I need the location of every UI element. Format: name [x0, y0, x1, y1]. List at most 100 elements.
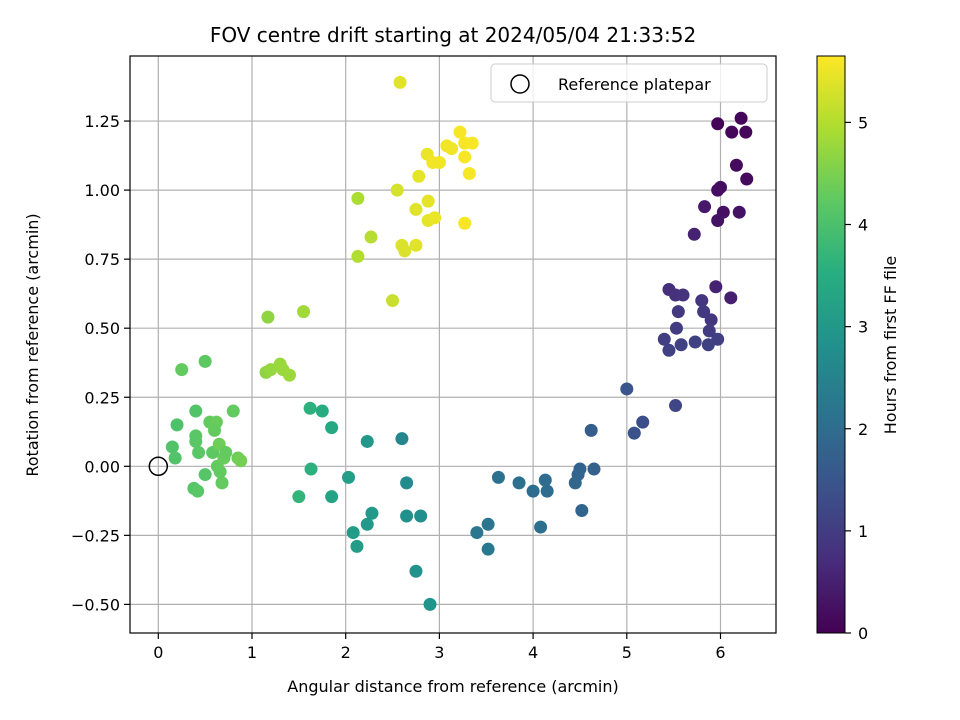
- data-point: [198, 354, 212, 368]
- data-point: [428, 211, 442, 225]
- data-point: [342, 470, 356, 484]
- y-tick-label: 1.25: [84, 112, 120, 131]
- data-point: [732, 205, 746, 219]
- data-point: [491, 470, 505, 484]
- data-point: [398, 244, 412, 258]
- data-point: [365, 506, 379, 520]
- x-tick-label: 3: [434, 643, 444, 662]
- colorbar-tick-label: 4: [858, 216, 868, 235]
- y-axis-label: Rotation from reference (arcmin): [23, 213, 42, 476]
- data-point: [711, 183, 725, 197]
- data-point: [292, 490, 306, 504]
- data-point: [432, 155, 446, 169]
- data-point: [725, 125, 739, 139]
- data-point: [739, 125, 753, 139]
- data-point: [512, 476, 526, 490]
- data-point: [729, 158, 743, 172]
- y-tick-label: 0.25: [84, 388, 120, 407]
- data-point: [409, 202, 423, 216]
- data-point: [226, 404, 240, 418]
- data-point: [734, 111, 748, 125]
- x-tick-label: 1: [247, 643, 257, 662]
- data-point: [191, 484, 205, 498]
- data-point: [360, 434, 374, 448]
- data-point: [192, 445, 206, 459]
- y-tick-label: −0.50: [71, 595, 120, 614]
- data-point: [395, 432, 409, 446]
- data-point: [462, 167, 476, 181]
- data-point: [709, 280, 723, 294]
- data-point: [219, 445, 233, 459]
- legend-label: Reference platepar: [558, 75, 711, 94]
- data-point: [297, 305, 311, 319]
- data-point: [701, 338, 715, 352]
- data-point: [189, 404, 203, 418]
- y-tick-label: −0.25: [71, 526, 120, 545]
- legend-box: [490, 63, 768, 103]
- data-point: [208, 423, 222, 437]
- data-point: [481, 517, 495, 531]
- data-point: [669, 399, 683, 413]
- data-point: [346, 526, 360, 540]
- data-point: [470, 526, 484, 540]
- data-point: [669, 321, 683, 335]
- colorbar-tick-label: 1: [858, 522, 868, 541]
- legend-reference-marker-icon: [510, 74, 530, 94]
- data-point: [687, 227, 701, 241]
- data-point: [711, 117, 725, 131]
- data-point: [213, 465, 227, 479]
- data-point: [175, 363, 189, 377]
- x-axis-label: Angular distance from reference (arcmin): [287, 677, 618, 696]
- data-point: [711, 332, 725, 346]
- data-point: [423, 597, 437, 611]
- data-point: [465, 136, 479, 150]
- data-point: [412, 169, 426, 183]
- data-point: [351, 249, 365, 263]
- y-tick-label: 1.00: [84, 181, 120, 200]
- data-point: [400, 509, 414, 523]
- y-tick-label: 0.75: [84, 250, 120, 269]
- data-point: [165, 440, 179, 454]
- data-point: [386, 294, 400, 308]
- data-point: [662, 343, 676, 357]
- x-tick-label: 5: [622, 643, 632, 662]
- data-point: [303, 401, 317, 415]
- data-point: [458, 216, 472, 230]
- data-points: [165, 75, 754, 611]
- data-point: [697, 305, 711, 319]
- plot-frame: [129, 55, 777, 634]
- data-point: [724, 291, 738, 305]
- x-tick-label: 2: [341, 643, 351, 662]
- colorbar-ticks: 0 1 2 3 4 5: [845, 113, 868, 643]
- reference-platepar-marker: [148, 456, 169, 477]
- data-point: [325, 421, 339, 435]
- x-tick-label: 4: [528, 643, 538, 662]
- grid-lines: [130, 56, 776, 633]
- data-point: [445, 142, 459, 156]
- y-axis-ticks: −0.50 −0.25 0.00 0.25 0.50 0.75 1.00 1.25: [71, 112, 130, 614]
- data-point: [350, 539, 364, 553]
- data-point: [620, 382, 634, 396]
- colorbar-tick-label: 3: [858, 318, 868, 337]
- colorbar-tick-label: 5: [858, 113, 868, 132]
- data-point: [538, 473, 552, 487]
- data-point: [409, 564, 423, 578]
- data-point: [364, 230, 378, 244]
- data-point: [636, 415, 650, 429]
- data-point: [315, 404, 329, 418]
- data-point: [390, 183, 404, 197]
- data-point: [534, 520, 548, 534]
- data-point: [575, 503, 589, 517]
- data-point: [282, 368, 296, 382]
- data-point: [676, 288, 690, 302]
- data-point: [261, 310, 275, 324]
- data-point: [215, 476, 229, 490]
- colorbar: [816, 55, 846, 634]
- data-point: [540, 484, 554, 498]
- data-point: [189, 434, 203, 448]
- x-tick-label: 6: [715, 643, 725, 662]
- data-point: [304, 462, 318, 476]
- data-point: [325, 490, 339, 504]
- data-point: [264, 363, 278, 377]
- y-tick-label: 0.50: [84, 319, 120, 338]
